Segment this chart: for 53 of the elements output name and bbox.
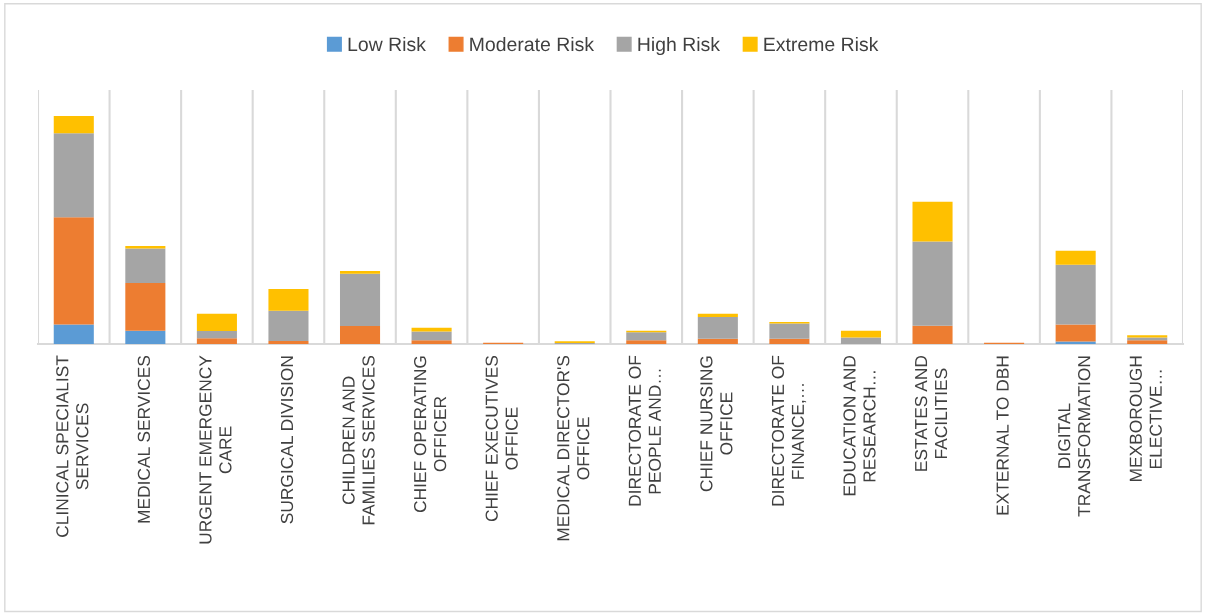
x-tick-label: DIRECTORATE OF FINANCE,…: [771, 355, 807, 506]
bar: [125, 283, 166, 331]
x-tick-label: CLINICAL SPECIALIST SERVICES: [56, 355, 89, 537]
bar: [339, 325, 381, 344]
legend-label: Moderate Risk: [470, 36, 595, 52]
x-tick-label: CHILDREN AND FAMILIES SERVICES: [342, 355, 375, 525]
bar: [626, 340, 667, 344]
bar: [697, 338, 738, 344]
x-tick-label: URGENT EMERGENCY CARE: [199, 355, 232, 544]
bar: [1055, 324, 1096, 342]
bar: [196, 313, 237, 331]
bar: [339, 273, 381, 326]
bar: [53, 133, 94, 218]
x-tick-label: SURGICAL DIVISION: [280, 356, 294, 524]
bar: [840, 330, 882, 338]
x-tick-label: MEDICAL DIRECTOR'S OFFICE: [557, 355, 590, 541]
bar: [196, 338, 237, 344]
bar: [840, 337, 882, 344]
x-tick-label: CHIEF NURSING OFFICE: [700, 356, 733, 492]
x-tick-label: ESTATES AND FACILITIES: [914, 355, 948, 471]
bar: [1055, 264, 1096, 325]
bar: [53, 217, 94, 325]
x-tick-label: EXTERNAL TO DBH: [996, 356, 1009, 515]
x-tick-label: DIGITAL TRANSFORMATION: [1058, 356, 1091, 517]
x-tick-label: DIRECTORATE OF PEOPLE AND…: [628, 355, 661, 506]
x-tick-label: MEDICAL SERVICES: [137, 355, 150, 523]
bar: [626, 332, 667, 341]
bar: [53, 116, 94, 134]
bar: [769, 338, 810, 344]
bar: [339, 271, 381, 274]
x-tick-label: CHIEF EXECUTIVES OFFICE: [485, 355, 518, 522]
bar: [769, 323, 810, 339]
bar: [411, 331, 452, 341]
bar: [411, 340, 452, 344]
bar: [1055, 250, 1096, 265]
bar: [268, 289, 309, 311]
bar: [697, 317, 738, 339]
bar: [268, 341, 309, 344]
bar: [125, 330, 166, 344]
x-tick-label: MEXBOROUGH ELECTIVE…: [1129, 356, 1162, 482]
legend-label: Low Risk: [348, 36, 426, 52]
bar: [1055, 341, 1096, 344]
legend-label: High Risk: [638, 36, 721, 56]
bar: [268, 310, 309, 342]
bar: [912, 241, 953, 326]
x-tick-label: CHIEF OPERATING OFFICER: [413, 356, 447, 513]
x-tick-label: EDUCATION AND RESEARCH…: [843, 355, 876, 496]
bar: [125, 248, 166, 284]
bar: [53, 324, 94, 344]
bar: [912, 325, 953, 344]
legend-label: Extreme Risk: [764, 36, 879, 52]
bar: [912, 201, 953, 242]
bar: [196, 331, 237, 339]
